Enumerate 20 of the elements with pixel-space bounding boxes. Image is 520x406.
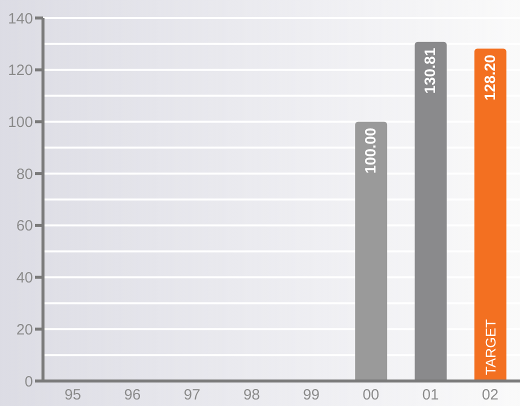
x-tick-label: 02 <box>482 386 499 404</box>
y-tick-label: 120 <box>8 62 33 80</box>
x-tick-label: 96 <box>124 386 141 404</box>
x-tick-label: 01 <box>422 386 439 404</box>
data-label: 128.20 <box>482 54 499 100</box>
annotation: TARGET <box>482 318 498 375</box>
y-tick-label: 140 <box>8 10 33 28</box>
x-tick-label: 95 <box>64 386 82 404</box>
x-tick-label: 00 <box>362 386 380 404</box>
y-tick-label: 80 <box>16 166 33 183</box>
x-tick-label: 99 <box>302 386 320 404</box>
y-tick-label: 40 <box>16 270 33 287</box>
y-tick-label: 20 <box>16 321 33 338</box>
data-label: 130.81 <box>422 48 440 94</box>
data-label: 100.00 <box>362 128 380 174</box>
y-tick-label: 60 <box>16 218 33 235</box>
x-tick-label: 97 <box>184 386 200 404</box>
y-tick-label: 100 <box>8 114 33 131</box>
y-tick-label: 0 <box>24 373 33 390</box>
x-tick-label: 98 <box>243 386 260 404</box>
